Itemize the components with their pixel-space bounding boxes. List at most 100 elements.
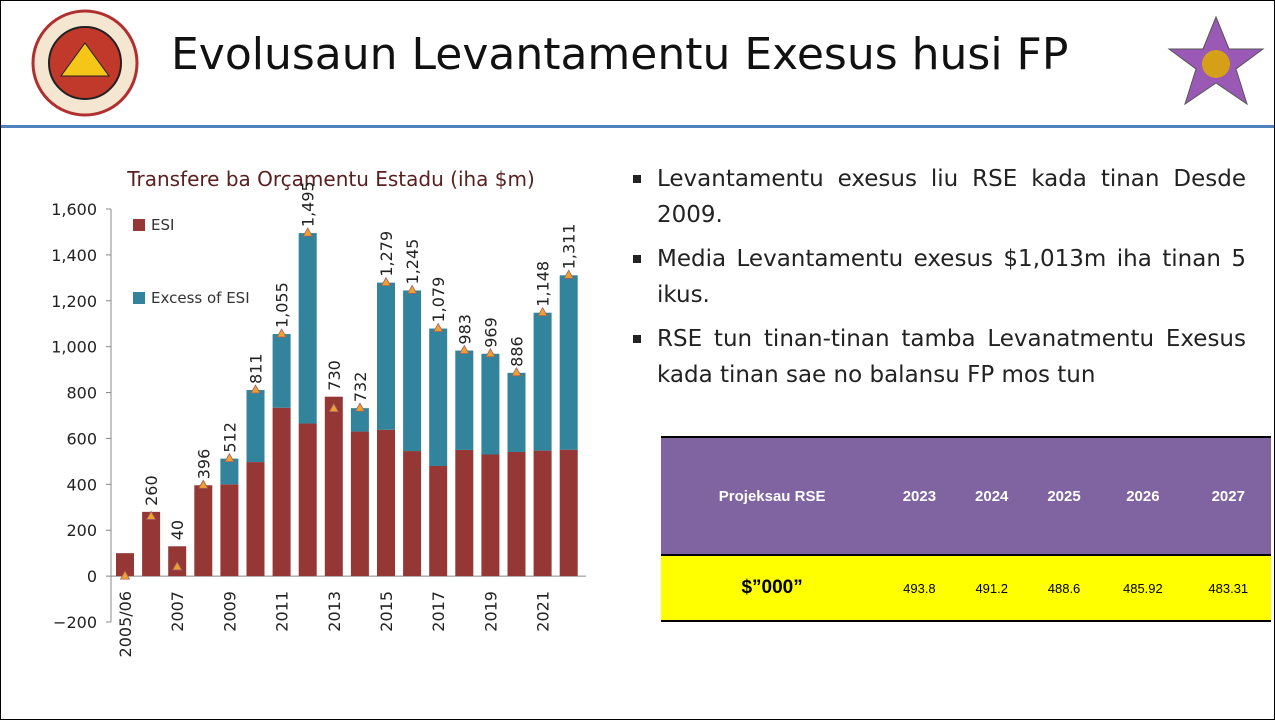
- bar-segment: [559, 449, 578, 577]
- bar-segment: [455, 449, 474, 577]
- transfer-marker: [276, 328, 287, 338]
- table-row: $”000” 493.8 491.2 488.6 485.92 483.31: [661, 554, 1271, 622]
- transfer-marker: [563, 269, 574, 279]
- bar-segment: [507, 372, 526, 452]
- bar-segment: [455, 350, 474, 450]
- bar-segment: [142, 511, 161, 577]
- value-label: 732: [351, 372, 370, 403]
- bar-segment: [350, 431, 369, 577]
- table: Projeksau RSE 2023 2024 2025 2026 2027 $”000” 4…: [661, 436, 1271, 622]
- bar-segment: [481, 454, 500, 577]
- bar-segment: [298, 233, 317, 424]
- value-label: 40: [168, 520, 187, 540]
- cell: 483.31: [1185, 554, 1271, 622]
- y-tick-label: −200: [53, 613, 97, 632]
- header-cell: 2023: [883, 436, 956, 555]
- x-tick-label: 2019: [481, 591, 500, 632]
- bar-segment: [246, 462, 265, 577]
- transfer-marker: [433, 322, 444, 332]
- value-label: 811: [247, 353, 266, 384]
- x-tick-label: 2011: [273, 591, 292, 632]
- slide-title: Evolusaun Levantamentu Exesus husi FP: [171, 29, 1069, 80]
- bullet: Media Levantamentu exesus $1,013m iha ti…: [631, 241, 1246, 313]
- value-label: 1,079: [429, 277, 448, 323]
- transfer-marker: [328, 402, 339, 413]
- header-cell: 2025: [1027, 436, 1101, 555]
- transfer-marker: [250, 384, 261, 394]
- legend-label: ESI: [151, 216, 174, 234]
- cell: 491.2: [955, 554, 1028, 622]
- x-tick-label: 2015: [377, 591, 396, 632]
- value-label: 1,245: [403, 239, 422, 285]
- legend-label: Excess of ESI: [151, 289, 250, 307]
- value-label: 730: [325, 360, 344, 391]
- transfer-marker: [172, 561, 183, 571]
- transfer-marker: [354, 402, 366, 412]
- bar-segment: [403, 290, 422, 452]
- bar-segment: [429, 328, 448, 466]
- bar-segment: [116, 553, 134, 577]
- x-tick-label: 2021: [534, 591, 553, 632]
- y-tick-label: 400: [66, 475, 97, 494]
- legend-swatch: [133, 292, 145, 304]
- bar-segment: [429, 465, 448, 577]
- value-label: 969: [481, 317, 500, 348]
- header-cell: 2026: [1100, 436, 1186, 555]
- bar-segment: [220, 484, 239, 577]
- bullet: Levantamentu exesus liu RSE kada tinan D…: [631, 161, 1246, 233]
- bullet: RSE tun tinan-tinan tamba Levanatmentu E…: [631, 321, 1246, 393]
- y-tick-label: 800: [66, 384, 97, 403]
- x-tick-label: 2013: [325, 591, 344, 632]
- cell: 488.6: [1027, 554, 1101, 622]
- transfer-marker: [511, 367, 522, 377]
- logo-left: [31, 9, 139, 117]
- bar-segment: [533, 450, 552, 577]
- bar-segment: [220, 458, 239, 485]
- bar-segment: [298, 423, 317, 577]
- bar-segment: [272, 407, 291, 577]
- cell: 493.8: [883, 554, 956, 622]
- x-tick-label: 2009: [220, 591, 239, 632]
- logo-right: [1167, 15, 1265, 106]
- y-tick-label: 600: [66, 429, 97, 448]
- bar-segment: [246, 390, 265, 463]
- value-label: 1,279: [377, 231, 396, 277]
- transfer-marker: [224, 452, 235, 463]
- bar-segment: [507, 451, 526, 577]
- bar-segment: [533, 312, 552, 451]
- transfer-marker: [119, 570, 131, 580]
- value-label: 1,495: [299, 181, 318, 227]
- transfer-marker: [198, 479, 209, 489]
- header-cell: Projeksau RSE: [661, 436, 884, 555]
- transfer-marker: [406, 284, 418, 294]
- bar-segment: [272, 334, 291, 408]
- transfer-marker: [459, 344, 470, 354]
- bar-segment: [324, 396, 343, 577]
- bar-segment: [377, 282, 395, 430]
- x-tick-label: 2007: [168, 591, 187, 632]
- y-tick-label: 1,600: [51, 200, 97, 219]
- y-tick-label: 0: [87, 567, 97, 586]
- legend-swatch: [133, 219, 145, 231]
- value-label: 1,148: [534, 261, 553, 307]
- bar-segment: [403, 451, 422, 577]
- value-label: 886: [508, 336, 527, 367]
- chart-title: Transfere ba Orçamentu Estadu (iha $m): [126, 167, 535, 191]
- value-label: 1,055: [273, 282, 292, 328]
- transfer-marker: [302, 227, 313, 237]
- x-tick-label: 2005/06: [116, 591, 135, 657]
- value-label: 1,311: [560, 223, 579, 269]
- cell: $”000”: [661, 554, 884, 622]
- transfer-marker: [145, 510, 157, 520]
- y-tick-label: 1,200: [51, 292, 97, 311]
- bar-segment: [559, 275, 578, 450]
- header-cell: 2024: [955, 436, 1028, 555]
- bar-segment: [377, 429, 395, 577]
- x-tick-label: 2017: [429, 591, 448, 632]
- y-tick-label: 1,000: [51, 338, 97, 357]
- bar-segment: [481, 353, 500, 455]
- value-label: 396: [194, 449, 213, 480]
- bar-segment: [194, 485, 213, 577]
- transfer-marker: [380, 276, 392, 287]
